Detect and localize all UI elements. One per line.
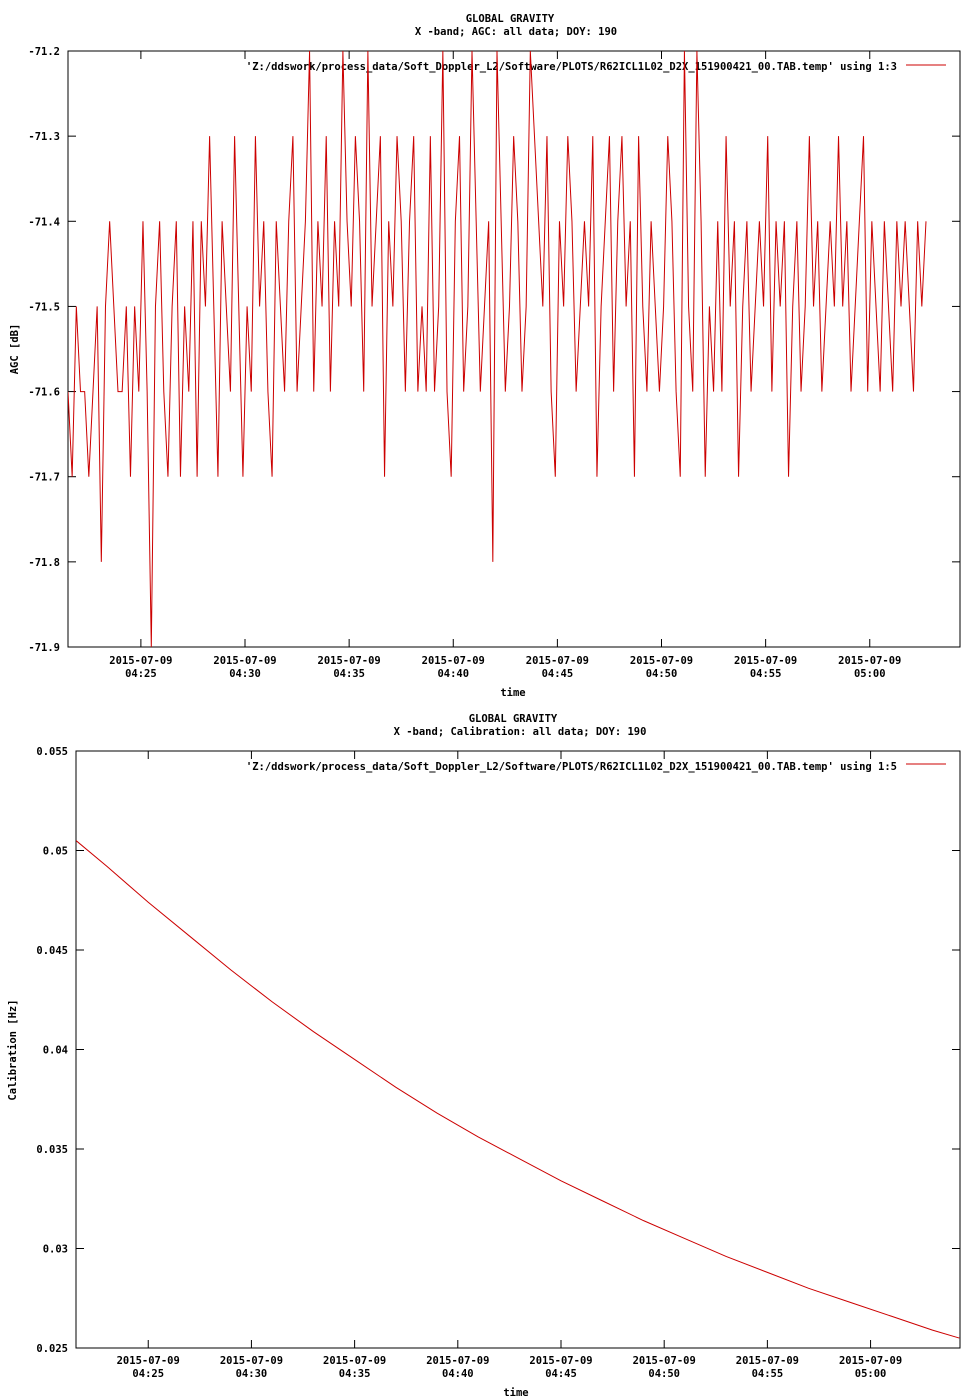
- agc-chart-subtitle: X -band; AGC: all data; DOY: 190: [415, 26, 617, 38]
- calibration-y-axis-label: Calibration [Hz]: [7, 999, 19, 1100]
- calibration-x-tick-time: 04:50: [648, 1368, 680, 1380]
- agc-chart-title: GLOBAL GRAVITY: [466, 13, 555, 25]
- calibration-y-tick-label: 0.055: [36, 746, 68, 758]
- agc-x-tick-time: 04:35: [333, 668, 365, 680]
- agc-x-tick-time: 04:30: [229, 668, 261, 680]
- calibration-x-axis: 2015-07-0904:252015-07-0904:302015-07-09…: [117, 751, 902, 1380]
- agc-x-tick-date: 2015-07-09: [422, 655, 485, 667]
- agc-y-axis: -71.2 -71.3 -71.4 -71.5 -71.6 -71.7 -71.8 -71.9: [28, 46, 960, 654]
- calibration-x-tick-time: 04:45: [545, 1368, 577, 1380]
- calibration-x-tick-time: 04:40: [442, 1368, 474, 1380]
- agc-x-tick-date: 2015-07-09: [838, 655, 901, 667]
- calibration-legend: 'Z:/ddswork/process_data/Soft_Doppler_L2…: [246, 761, 946, 773]
- calibration-y-tick-label: 0.035: [36, 1144, 68, 1156]
- agc-x-axis-label: time: [500, 687, 525, 699]
- calibration-series-line: [76, 840, 960, 1339]
- agc-y-tick-label: -71.8: [28, 557, 60, 569]
- agc-y-tick-label: -71.7: [28, 472, 60, 484]
- calibration-plot-frame: [75, 750, 961, 1349]
- calibration-x-axis-label: time: [503, 1387, 528, 1399]
- agc-y-axis-label: AGC [dB]: [9, 324, 21, 375]
- agc-x-tick-date: 2015-07-09: [109, 655, 172, 667]
- calibration-y-tick-label: 0.025: [36, 1343, 68, 1355]
- calibration-x-tick-date: 2015-07-09: [117, 1355, 180, 1367]
- agc-x-axis: 2015-07-0904:252015-07-0904:302015-07-09…: [109, 51, 901, 680]
- agc-y-tick-label: -71.5: [28, 301, 60, 313]
- agc-x-tick-date: 2015-07-09: [213, 655, 276, 667]
- agc-y-tick-label: -71.9: [28, 642, 60, 654]
- calibration-x-tick-date: 2015-07-09: [220, 1355, 283, 1367]
- calibration-chart: GLOBAL GRAVITY X -band; Calibration: all…: [7, 713, 961, 1399]
- agc-x-tick-time: 05:00: [854, 668, 886, 680]
- calibration-plot-area: [76, 840, 960, 1339]
- agc-x-tick-date: 2015-07-09: [630, 655, 693, 667]
- calibration-legend-label: 'Z:/ddswork/process_data/Soft_Doppler_L2…: [246, 761, 897, 773]
- agc-y-tick-label: -71.6: [28, 387, 60, 399]
- agc-legend-label: 'Z:/ddswork/process_data/Soft_Doppler_L2…: [246, 61, 897, 73]
- calibration-x-tick-date: 2015-07-09: [529, 1355, 592, 1367]
- agc-legend: 'Z:/ddswork/process_data/Soft_Doppler_L2…: [246, 61, 946, 73]
- agc-x-tick-time: 04:50: [646, 668, 678, 680]
- calibration-x-tick-time: 04:55: [752, 1368, 784, 1380]
- calibration-y-tick-label: 0.03: [43, 1244, 68, 1256]
- agc-y-tick-label: -71.2: [28, 46, 60, 58]
- calibration-x-tick-time: 04:35: [339, 1368, 371, 1380]
- agc-x-tick-date: 2015-07-09: [734, 655, 797, 667]
- calibration-chart-title: GLOBAL GRAVITY: [469, 713, 558, 725]
- agc-plot-frame: [67, 50, 961, 648]
- agc-y-tick-label: -71.4: [28, 216, 60, 228]
- calibration-y-tick-label: 0.04: [43, 1045, 68, 1057]
- agc-x-tick-date: 2015-07-09: [318, 655, 381, 667]
- calibration-x-tick-date: 2015-07-09: [633, 1355, 696, 1367]
- calibration-y-tick-label: 0.05: [43, 846, 68, 858]
- agc-chart: GLOBAL GRAVITY X -band; AGC: all data; D…: [9, 13, 961, 699]
- calibration-y-tick-label: 0.045: [36, 945, 68, 957]
- calibration-x-tick-date: 2015-07-09: [839, 1355, 902, 1367]
- agc-x-tick-time: 04:25: [125, 668, 157, 680]
- agc-series-line: [68, 51, 927, 647]
- agc-plot-area: [68, 51, 927, 647]
- agc-x-tick-time: 04:40: [437, 668, 469, 680]
- agc-y-tick-label: -71.3: [28, 131, 60, 143]
- calibration-x-tick-date: 2015-07-09: [426, 1355, 489, 1367]
- calibration-x-tick-time: 04:30: [236, 1368, 268, 1380]
- calibration-chart-subtitle: X -band; Calibration: all data; DOY: 190: [394, 726, 647, 738]
- calibration-x-tick-time: 04:25: [132, 1368, 164, 1380]
- calibration-x-tick-date: 2015-07-09: [736, 1355, 799, 1367]
- agc-x-tick-time: 04:55: [750, 668, 782, 680]
- calibration-y-axis: 0.055 0.05 0.045 0.04 0.035 0.03 0.025: [36, 746, 960, 1355]
- agc-x-tick-date: 2015-07-09: [526, 655, 589, 667]
- calibration-x-tick-date: 2015-07-09: [323, 1355, 386, 1367]
- calibration-x-tick-time: 05:00: [855, 1368, 887, 1380]
- agc-x-tick-time: 04:45: [542, 668, 574, 680]
